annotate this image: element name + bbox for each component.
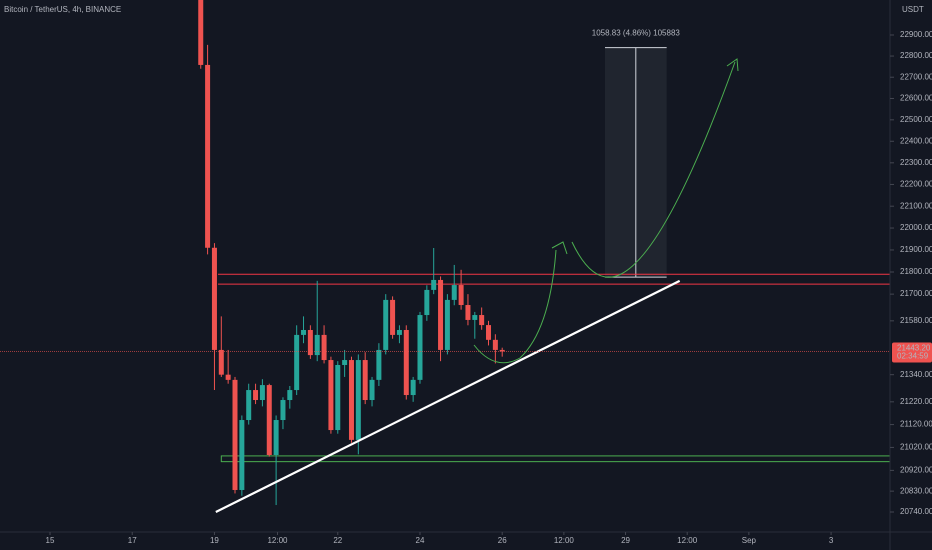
candle-body: [301, 329, 307, 335]
candle-body: [458, 285, 464, 306]
y-tick-label: 21020.00: [900, 443, 932, 452]
candle-body: [280, 400, 286, 421]
candle-body: [211, 247, 217, 350]
candle-body: [390, 299, 396, 335]
candle-body: [410, 379, 416, 396]
projection-arrow: [571, 61, 736, 278]
x-tick-label: 12:00: [677, 536, 698, 545]
y-tick-label: 20920.00: [900, 465, 932, 474]
candle-body: [369, 379, 375, 401]
candle-body: [273, 420, 279, 455]
candle-body: [486, 325, 492, 340]
candle-body: [362, 360, 368, 401]
candle-body: [431, 279, 437, 290]
y-tick-label: 22800.00: [900, 51, 932, 60]
y-tick-label: 21900.00: [900, 245, 932, 254]
y-tick-label: 22000.00: [900, 223, 932, 232]
candle-body: [444, 299, 450, 350]
candle-body: [205, 64, 211, 248]
y-axis-label: USDT: [902, 5, 924, 14]
candle-body: [355, 360, 361, 440]
candle-body: [266, 385, 272, 455]
y-tick-label: 21220.00: [900, 397, 932, 406]
projection-arrow: [473, 249, 557, 364]
y-tick-label: 22700.00: [900, 72, 932, 81]
y-tick-label: 22400.00: [900, 136, 932, 145]
x-tick-label: 26: [498, 536, 507, 545]
x-tick-label: 19: [210, 536, 219, 545]
x-tick-label: 15: [46, 536, 55, 545]
candle-body: [246, 390, 252, 421]
y-tick-label: 21120.00: [900, 420, 932, 429]
candle-body: [198, 0, 204, 65]
y-tick-label: 22200.00: [900, 180, 932, 189]
plot-area: 1058.83 (4.86%) 105883: [0, 0, 891, 513]
x-tick-label: 17: [128, 536, 137, 545]
y-tick-label: 22100.00: [900, 201, 932, 210]
x-tick-label: 29: [621, 536, 630, 545]
candle-body: [218, 349, 224, 375]
candle-body: [335, 364, 341, 431]
candle-body: [321, 334, 327, 361]
candle-body: [376, 349, 382, 380]
candle-body: [383, 299, 389, 350]
y-tick-label: 22300.00: [900, 158, 932, 167]
candle-body: [232, 379, 238, 490]
candle-body: [342, 360, 348, 365]
candle-body: [253, 390, 259, 401]
price-label: 21443.20: [897, 344, 931, 353]
candle-body: [403, 329, 409, 396]
x-tick-label: 12:00: [554, 536, 575, 545]
x-tick-label: 12:00: [267, 536, 288, 545]
measure-label: 1058.83 (4.86%) 105883: [592, 29, 681, 38]
candle-body: [225, 374, 231, 380]
y-tick-label: 22500.00: [900, 115, 932, 124]
arrow-head: [551, 241, 568, 255]
countdown: 02:34:59: [897, 352, 929, 361]
candle-body: [307, 329, 313, 356]
y-tick-label: 21340.00: [900, 370, 932, 379]
candle-body: [396, 329, 402, 335]
trendline: [215, 279, 681, 513]
candle-body: [492, 339, 498, 350]
y-tick-label: 21580.00: [900, 316, 932, 325]
candle-body: [314, 334, 320, 356]
candle-body: [259, 385, 265, 401]
y-tick-label: 20740.00: [900, 507, 932, 516]
x-tick-label: 22: [333, 536, 342, 545]
candle-body: [417, 315, 423, 380]
y-tick-label: 22900.00: [900, 30, 932, 39]
price-label-box: [892, 342, 932, 363]
x-tick-label: 3: [829, 536, 834, 545]
y-tick-label: 20830.00: [900, 486, 932, 495]
candle-body: [499, 349, 505, 352]
candle-body: [287, 390, 293, 401]
candle-body: [451, 285, 457, 300]
candle-body: [438, 279, 444, 350]
x-tick-label: Sep: [742, 536, 757, 545]
candle-body: [239, 420, 245, 490]
y-tick-label: 21800.00: [900, 267, 932, 276]
candle-body: [328, 360, 334, 431]
candle-body: [294, 334, 300, 391]
candle-body: [348, 360, 354, 440]
y-tick-label: 22600.00: [900, 94, 932, 103]
chart-title: Bitcoin / TetherUS, 4h, BINANCE: [4, 5, 121, 14]
candle-body: [472, 315, 478, 320]
candle-body: [479, 315, 485, 326]
candle-body: [465, 305, 471, 320]
arrow-head: [726, 58, 739, 72]
candle-body: [424, 289, 430, 316]
x-tick-label: 24: [416, 536, 425, 545]
y-tick-label: 21700.00: [900, 289, 932, 298]
